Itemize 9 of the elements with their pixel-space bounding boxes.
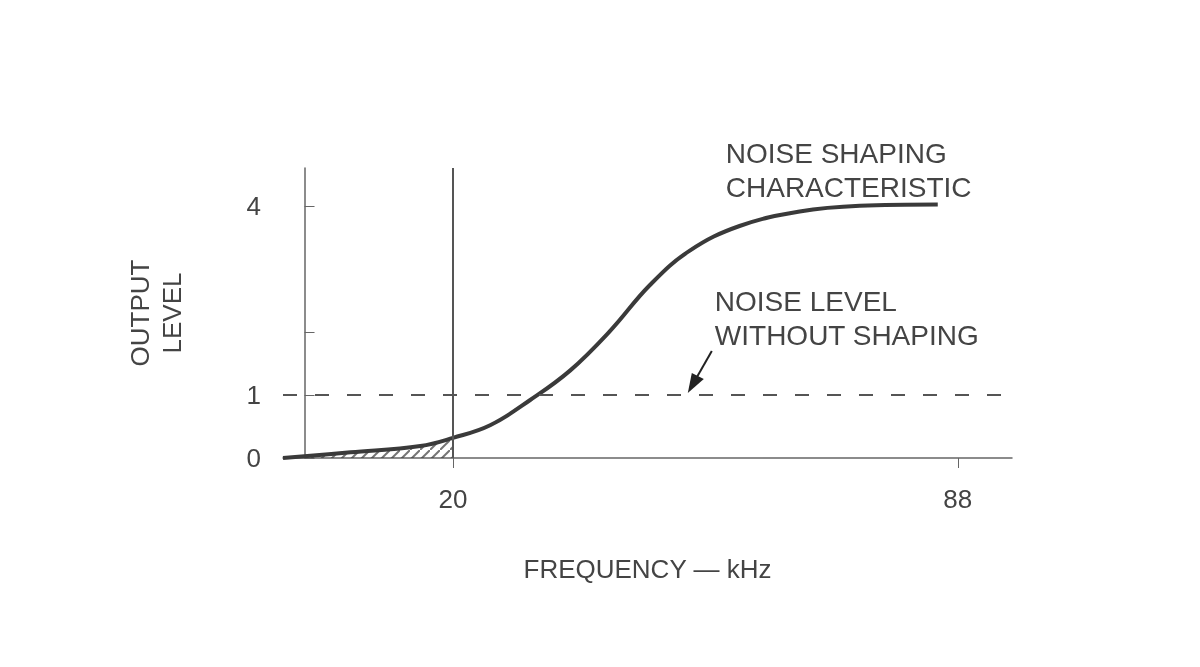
- x-tick-label: 20: [438, 484, 468, 514]
- x-axis-title: FREQUENCY — kHz: [523, 554, 772, 584]
- y-tick-label: 1: [246, 379, 261, 410]
- y-tick-label: 0: [246, 443, 261, 473]
- annotation: NOISE SHAPING CHARACTERISTIC: [725, 138, 972, 204]
- y-tick-label: 4: [246, 190, 261, 221]
- y-axis-title: OUTPUT LEVEL: [125, 259, 187, 367]
- annotation: NOISE LEVEL WITHOUT SHAPING: [714, 286, 979, 352]
- x-tick-label: 88: [943, 484, 973, 514]
